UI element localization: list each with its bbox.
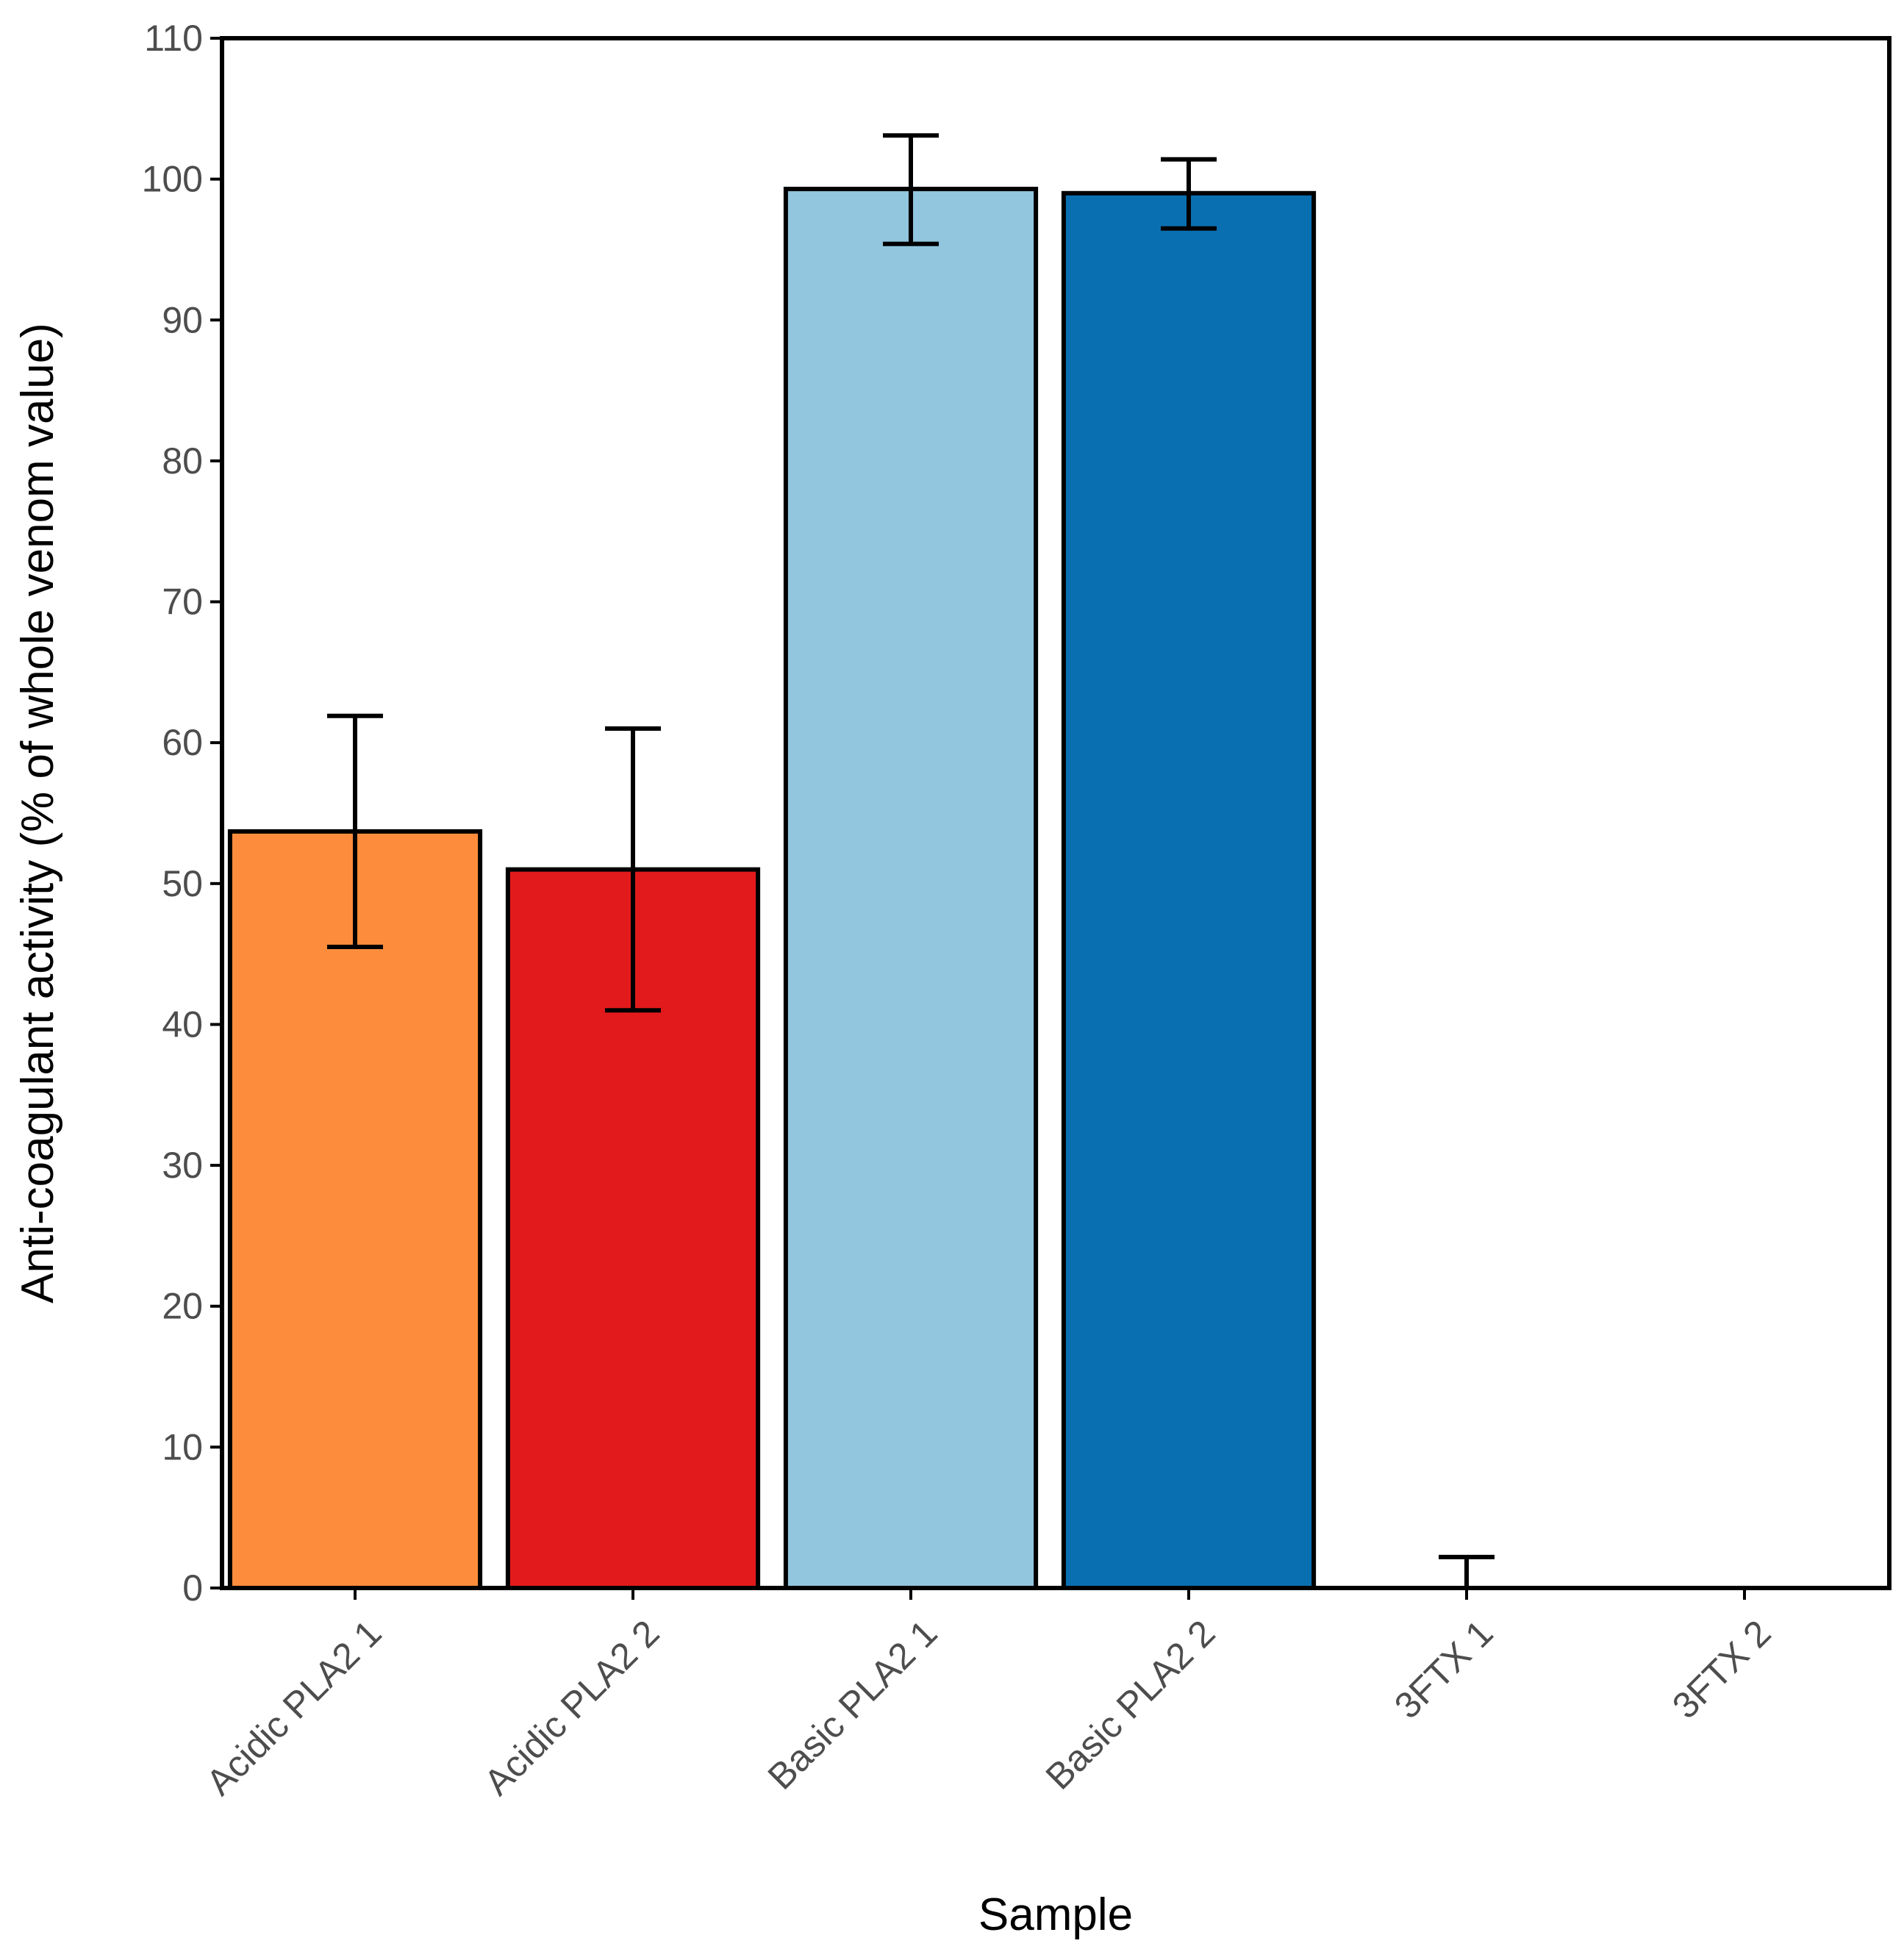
- x-axis: Acidic PLA2 1 Acidic PLA2 2 Basic PLA2 1 Ba…: [198, 1588, 1779, 1803]
- y-tick-label: 40: [162, 1004, 203, 1045]
- bar-3: [783, 187, 1039, 1590]
- y-tick-label: 10: [162, 1426, 203, 1467]
- x-tick-label: Basic PLA2 2: [1038, 1612, 1223, 1798]
- x-axis-title: Sample: [978, 1889, 1133, 1940]
- y-tick-label: 90: [162, 299, 203, 340]
- y-tick-label: 0: [182, 1567, 203, 1609]
- bar-1: [227, 829, 483, 1590]
- error-bars: [327, 133, 1495, 1588]
- x-tick-label: Basic PLA2 1: [760, 1612, 945, 1798]
- y-tick-label: 50: [162, 863, 203, 904]
- plot-frame: [220, 36, 1892, 1590]
- y-tick-label: 80: [162, 440, 203, 482]
- y-axis: 0 10 20 30 40 50 60 70 80 90 100 110: [142, 18, 222, 1609]
- bars: [227, 187, 1317, 1590]
- bar-4: [1061, 190, 1317, 1590]
- y-tick-label: 20: [162, 1286, 203, 1327]
- x-tick-label: Acidic PLA2 2: [476, 1612, 668, 1803]
- y-tick-label: 60: [162, 722, 203, 763]
- y-tick-label: 100: [142, 159, 203, 200]
- y-tick-label: 70: [162, 582, 203, 623]
- x-tick-label: Acidic PLA2 1: [198, 1612, 390, 1803]
- x-tick-label: 3FTX 1: [1386, 1612, 1501, 1727]
- y-tick-label: 30: [162, 1145, 203, 1186]
- y-axis-title: Anti-coagulant activity (% of whole veno…: [12, 323, 63, 1303]
- y-tick-label: 110: [144, 18, 203, 59]
- x-tick-label: 3FTX 2: [1664, 1612, 1779, 1727]
